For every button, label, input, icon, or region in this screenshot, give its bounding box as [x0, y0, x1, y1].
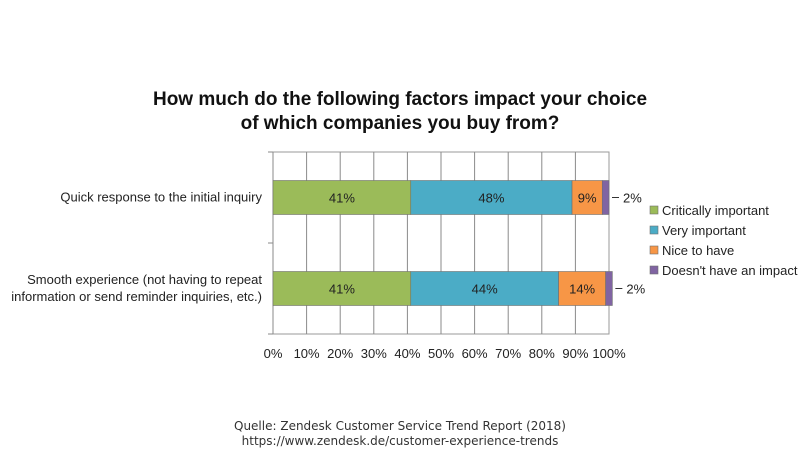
x-tick-label: 40% — [394, 346, 420, 361]
x-tick-label: 60% — [462, 346, 488, 361]
category-label: Quick response to the initial inquiry — [60, 190, 262, 205]
source-url: https://www.zendesk.de/customer-experien… — [241, 434, 559, 448]
legend-label: Critically important — [662, 203, 769, 218]
legend-swatch — [649, 245, 659, 255]
bar-segment — [605, 271, 613, 306]
bar-data-label: 2% — [626, 282, 645, 297]
legend-label: Doesn't have an impact — [662, 263, 798, 278]
x-tick-label: 90% — [562, 346, 588, 361]
bar-data-label: 48% — [478, 191, 504, 206]
bar-data-label: 41% — [329, 282, 355, 297]
x-tick-label: 30% — [361, 346, 387, 361]
bar-data-label: 9% — [578, 191, 597, 206]
legend-label: Nice to have — [662, 243, 734, 258]
legend-swatch — [649, 265, 659, 275]
bar-segment — [601, 180, 610, 215]
bar-data-label: 44% — [472, 282, 498, 297]
legend-label: Very important — [662, 223, 746, 238]
x-tick-label: 10% — [294, 346, 320, 361]
bar-data-label: 14% — [569, 282, 595, 297]
bar-segment — [272, 271, 412, 306]
bar-segment — [410, 180, 573, 215]
x-tick-label: 80% — [529, 346, 555, 361]
x-tick-label: 0% — [264, 346, 283, 361]
category-label: Smooth experience (not having to repeat — [27, 272, 262, 287]
chart-title-line-2: of which companies you buy from? — [240, 113, 560, 134]
bar-data-label: 41% — [329, 191, 355, 206]
x-tick-label: 100% — [592, 346, 626, 361]
chart-title-line-1: How much do the following factors impact… — [152, 89, 648, 110]
bar-segment — [272, 180, 412, 215]
source-credit: Quelle: Zendesk Customer Service Trend R… — [234, 419, 566, 433]
legend-swatch — [649, 225, 659, 235]
x-tick-label: 70% — [495, 346, 521, 361]
bar-data-label: 2% — [623, 191, 642, 206]
legend-swatch — [649, 205, 659, 215]
x-tick-label: 50% — [428, 346, 454, 361]
x-tick-label: 20% — [327, 346, 353, 361]
category-label: information or send reminder inquiries, … — [11, 289, 262, 304]
bar-segment — [410, 271, 559, 306]
bar-segment — [571, 180, 603, 215]
